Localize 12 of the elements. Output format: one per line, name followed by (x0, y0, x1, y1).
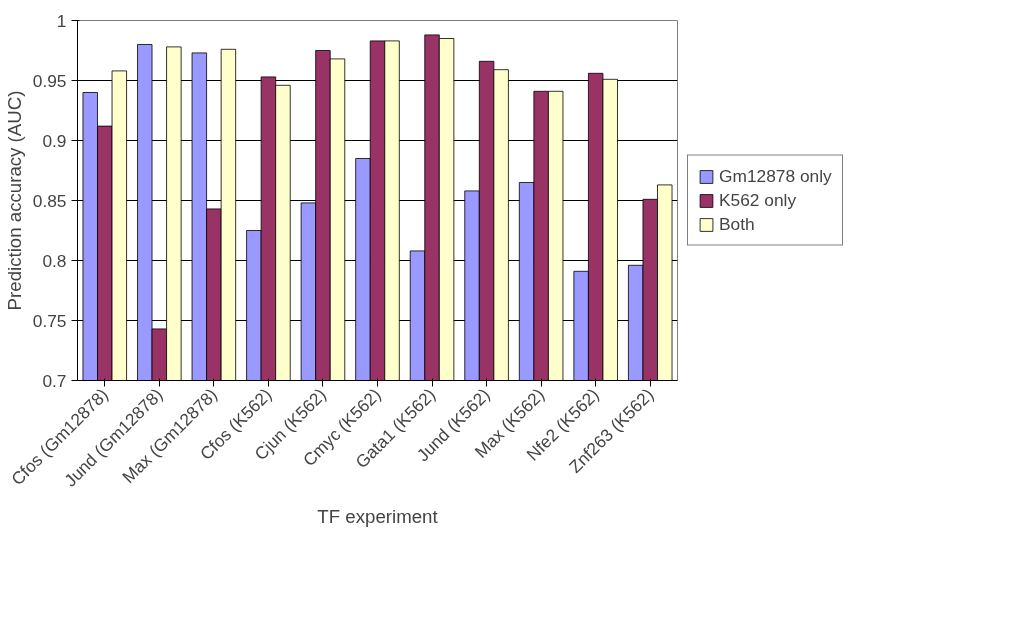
y-tick-label: 0.75 (32, 310, 67, 331)
y-tick-label: 0.85 (32, 190, 67, 211)
y-tick-label: 0.95 (32, 70, 67, 91)
legend-label: Both (719, 213, 755, 235)
legend-label: Gm12878 only (719, 165, 832, 187)
y-tick-label: 0.9 (42, 130, 67, 151)
y-axis-title: Prediction accuracy (AUC) (3, 90, 25, 311)
x-axis-title: TF experiment (317, 505, 439, 527)
y-tick-label: 0.8 (42, 250, 67, 271)
y-tick-label: 1 (56, 10, 67, 31)
legend-label: K562 only (719, 189, 797, 211)
y-tick-label: 0.7 (42, 370, 67, 391)
